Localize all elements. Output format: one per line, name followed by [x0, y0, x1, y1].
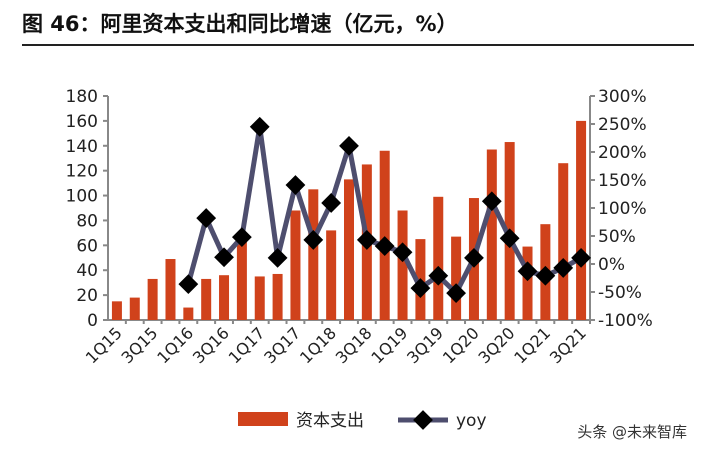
bar-2Q15 [129, 297, 140, 320]
yoy-point [535, 265, 556, 286]
x-tick-label: 3Q16 [189, 323, 233, 367]
bar-3Q15 [147, 278, 158, 320]
x-tick-label: 1Q21 [510, 323, 554, 367]
yoy-point [267, 247, 288, 268]
yoy-point [428, 265, 449, 286]
bar-3Q21 [576, 120, 587, 320]
bar-4Q17 [308, 189, 319, 320]
x-tick-label: 1Q19 [367, 323, 411, 367]
bar-2Q20 [486, 149, 497, 320]
yoy-point [178, 274, 199, 295]
legend-bar-label: 资本支出 [296, 411, 364, 431]
bar-2Q18 [344, 179, 354, 320]
yoy-point [249, 116, 270, 137]
yoy-point [499, 228, 520, 249]
x-tick-label: 3Q20 [475, 323, 519, 367]
right-tick-label: -100% [598, 311, 653, 331]
bar-1Q19 [397, 210, 408, 320]
left-tick-label: 60 [76, 236, 98, 256]
title-divider [22, 44, 694, 46]
left-tick-label: 140 [66, 137, 98, 157]
bar-4Q15 [165, 259, 176, 320]
yoy-point [517, 261, 538, 282]
right-tick-label: 250% [598, 115, 647, 135]
bar-4Q19 [451, 236, 462, 320]
x-tick-label: 1Q16 [153, 323, 197, 367]
yoy-point [571, 247, 591, 268]
x-tick-label: 3Q17 [260, 323, 304, 367]
x-tick-label: 3Q15 [118, 323, 162, 367]
left-tick-label: 20 [76, 286, 98, 306]
x-tick-label: 1Q17 [225, 323, 269, 367]
bar-4Q20 [522, 246, 533, 320]
yoy-point [303, 230, 324, 250]
yoy-point [196, 208, 217, 228]
legend-bar-swatch [238, 412, 288, 426]
bar-3Q19 [433, 196, 444, 320]
yoy-point [214, 247, 234, 268]
left-tick-label: 0 [87, 311, 98, 331]
bar-2Q21 [558, 163, 569, 320]
chart-title: 图 46：阿里资本支出和同比增速（亿元，%） [22, 12, 458, 36]
right-tick-label: 50% [598, 227, 636, 247]
left-tick-label: 120 [66, 162, 98, 182]
bar-2Q16 [201, 278, 212, 320]
bar-1Q15 [111, 301, 122, 320]
yoy-point [231, 227, 252, 248]
right-tick-label: 100% [598, 199, 647, 219]
bar-3Q16 [219, 275, 230, 320]
yoy-point [481, 191, 502, 212]
bar-1Q17 [254, 276, 265, 320]
left-tick-label: 80 [76, 211, 98, 231]
bar-1Q16 [183, 307, 194, 320]
yoy-point [446, 283, 467, 304]
yoy-point [464, 247, 484, 268]
right-tick-label: -50% [598, 283, 642, 303]
right-tick-label: 300% [598, 87, 647, 107]
left-tick-label: 40 [76, 261, 98, 281]
yoy-point [339, 135, 359, 156]
bar-4Q16 [236, 237, 247, 320]
bar-1Q18 [326, 230, 337, 320]
yoy-point [374, 236, 395, 256]
legend-line-marker [413, 410, 433, 430]
watermark: 头条 @未来智库 [577, 423, 687, 441]
right-tick-label: 150% [598, 171, 647, 191]
yoy-point [410, 278, 431, 298]
x-tick-label: 1Q20 [439, 323, 483, 367]
yoy-point [392, 242, 413, 263]
left-tick-label: 100 [66, 187, 98, 207]
yoy-point [321, 193, 342, 213]
x-tick-label: 3Q21 [546, 323, 590, 367]
bar-4Q18 [379, 150, 390, 320]
bar-3Q17 [290, 210, 301, 320]
yoy-point [285, 175, 306, 195]
x-tick-label: 3Q19 [403, 323, 447, 367]
left-tick-label: 160 [66, 112, 98, 132]
x-tick-label: 1Q18 [296, 323, 340, 367]
yoy-point [553, 258, 574, 278]
bar-2Q17 [272, 273, 283, 320]
x-tick-label: 3Q18 [332, 323, 376, 367]
right-tick-label: 0% [598, 255, 625, 275]
left-tick-label: 180 [66, 87, 98, 107]
right-tick-label: 200% [598, 143, 647, 163]
legend-line-label: yoy [456, 411, 487, 431]
yoy-point [356, 230, 377, 250]
